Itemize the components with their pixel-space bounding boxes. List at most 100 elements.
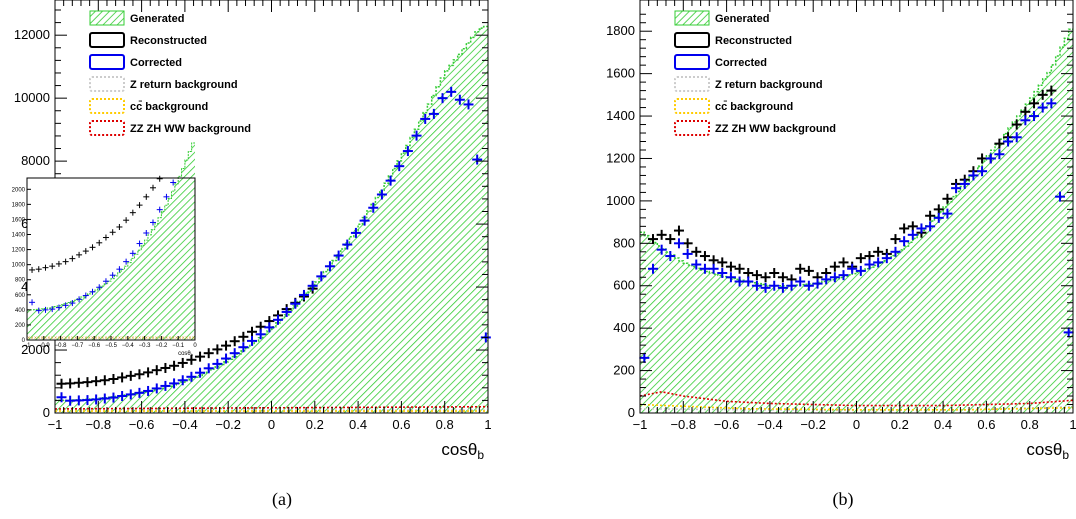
inset-x-tick-label: 0 bbox=[193, 343, 197, 349]
inset-background-marker: × bbox=[135, 336, 138, 342]
inset-background-marker: × bbox=[54, 336, 57, 342]
y-tick-label: 200 bbox=[613, 363, 635, 378]
y-tick-label: 1400 bbox=[606, 108, 635, 123]
inset-x-axis-title: cosθb bbox=[178, 351, 194, 357]
inset-background-marker: × bbox=[168, 336, 171, 342]
inset-background-marker: × bbox=[138, 336, 141, 342]
inset-background-marker: × bbox=[121, 336, 124, 342]
inset-background-marker: × bbox=[175, 336, 178, 342]
inset-y-tick-label: 1800 bbox=[12, 202, 26, 208]
x-tick-label: 0.4 bbox=[934, 417, 952, 432]
inset-background-marker: × bbox=[71, 336, 74, 342]
legend-swatch bbox=[89, 32, 125, 48]
y-tick-label: 10000 bbox=[14, 90, 50, 105]
legend-label: ZZ ZH WW background bbox=[715, 123, 836, 135]
inset-background-marker: × bbox=[192, 336, 195, 342]
y-tick-label: 8000 bbox=[21, 153, 50, 168]
legend-label: cc̄ background bbox=[715, 101, 793, 113]
inset-x-tick-label: −0.7 bbox=[71, 343, 84, 349]
panel-b: −1 −0.8 −0.6 −0.4 −0.2 0 0.2 0.4 0.6 0.8 1 0 200 400 6… bbox=[606, 0, 1076, 462]
inset-x-tick-label: −0.2 bbox=[155, 343, 168, 349]
y-tick-label: 1800 bbox=[606, 23, 635, 38]
inset-background-marker: × bbox=[81, 336, 84, 342]
inset-background-marker: × bbox=[57, 336, 60, 342]
inset-generated-outline bbox=[27, 142, 195, 311]
inset-background-marker: × bbox=[84, 336, 87, 342]
x-axis-title: cosθb bbox=[441, 440, 484, 462]
legend-swatch bbox=[674, 98, 710, 114]
inset-background-marker: × bbox=[64, 336, 67, 342]
y-tick-label: 800 bbox=[613, 235, 635, 250]
x-tick-label: −0.8 bbox=[85, 417, 111, 432]
x-tick-label: 0.6 bbox=[392, 417, 410, 432]
y-tick-label: 1600 bbox=[606, 66, 635, 81]
inset-background-marker: × bbox=[118, 336, 121, 342]
inset-background-marker: × bbox=[68, 336, 71, 342]
inset-y-tick-label: 1000 bbox=[12, 263, 26, 269]
legend-swatch bbox=[89, 98, 125, 114]
y-tick-label: 400 bbox=[613, 320, 635, 335]
generated-hatch bbox=[55, 26, 488, 413]
legend-label: Reconstructed bbox=[715, 35, 792, 47]
inset-background-marker: × bbox=[115, 336, 118, 342]
inset-background-marker: × bbox=[94, 336, 97, 342]
inset-background-marker: × bbox=[41, 336, 44, 342]
x-tick-label: 0 bbox=[853, 417, 860, 432]
panel-a: −1−0.8−0.6−0.4−0.200.20.40.60.8102000400… bbox=[12, 0, 492, 462]
inset-background-marker: × bbox=[182, 336, 185, 342]
legend-label: cc̄ background bbox=[130, 101, 208, 113]
inset-background-marker: × bbox=[88, 336, 91, 342]
inset-background-marker: × bbox=[165, 336, 168, 342]
inset-background-marker: × bbox=[131, 336, 134, 342]
legend-swatch bbox=[89, 54, 125, 70]
y-tick-label: 2000 bbox=[21, 342, 50, 357]
inset-y-tick-label: 200 bbox=[15, 323, 26, 329]
inset-background-marker: × bbox=[141, 336, 144, 342]
x-tick-label: 1 bbox=[1069, 417, 1076, 432]
inset-y-tick-label: 800 bbox=[15, 278, 26, 284]
inset-background-marker: × bbox=[51, 336, 54, 342]
legend-swatch bbox=[89, 76, 125, 92]
caption-a: (a) bbox=[272, 489, 292, 510]
inset-y-tick-label: 1400 bbox=[12, 233, 26, 239]
inset-y-tick-label: 400 bbox=[15, 308, 26, 314]
inset-background-marker: × bbox=[98, 336, 101, 342]
x-tick-label: −0.4 bbox=[172, 417, 198, 432]
y-tick-label: 0 bbox=[43, 405, 50, 420]
legend-swatch bbox=[674, 54, 710, 70]
legend-label: Reconstructed bbox=[130, 35, 207, 47]
inset-x-tick-label: −0.3 bbox=[139, 343, 152, 349]
x-axis-title-sub: b bbox=[477, 448, 484, 462]
inset-background-marker: × bbox=[158, 336, 161, 342]
x-axis-title-sub: b bbox=[1062, 448, 1069, 462]
inset-background-marker: × bbox=[108, 336, 111, 342]
x-tick-label: 1 bbox=[484, 417, 491, 432]
inset-x-tick-label: −0.8 bbox=[55, 343, 68, 349]
legend-label: Z return background bbox=[130, 79, 238, 91]
inset-background-marker: × bbox=[104, 336, 107, 342]
x-axis-title: cosθb bbox=[1026, 440, 1069, 462]
x-tick-label: −1 bbox=[633, 417, 648, 432]
x-tick-label: 0.8 bbox=[1021, 417, 1039, 432]
x-tick-label: 0.6 bbox=[977, 417, 995, 432]
inset-background-marker: × bbox=[178, 336, 181, 342]
inset-background-marker: × bbox=[125, 336, 128, 342]
inset-x-tick-label: −0.5 bbox=[105, 343, 118, 349]
x-tick-label: 0.4 bbox=[349, 417, 367, 432]
x-tick-label: −1 bbox=[48, 417, 63, 432]
inset-background-marker: × bbox=[101, 336, 104, 342]
legend-label: Generated bbox=[715, 13, 769, 25]
inset-y-tick-label: 600 bbox=[15, 293, 26, 299]
inset-background-marker: × bbox=[74, 336, 77, 342]
y-tick-label: 600 bbox=[613, 278, 635, 293]
inset-y-tick-label: 1600 bbox=[12, 217, 26, 223]
inset-background-marker: × bbox=[111, 336, 114, 342]
x-tick-label: 0.2 bbox=[306, 417, 324, 432]
inset-background-marker: × bbox=[27, 336, 30, 342]
inset-generated-hatch bbox=[27, 143, 195, 340]
inset-background-marker: × bbox=[37, 336, 40, 342]
legend-swatch bbox=[674, 10, 710, 26]
x-tick-label: −0.4 bbox=[757, 417, 783, 432]
x-tick-label: −0.2 bbox=[800, 417, 826, 432]
